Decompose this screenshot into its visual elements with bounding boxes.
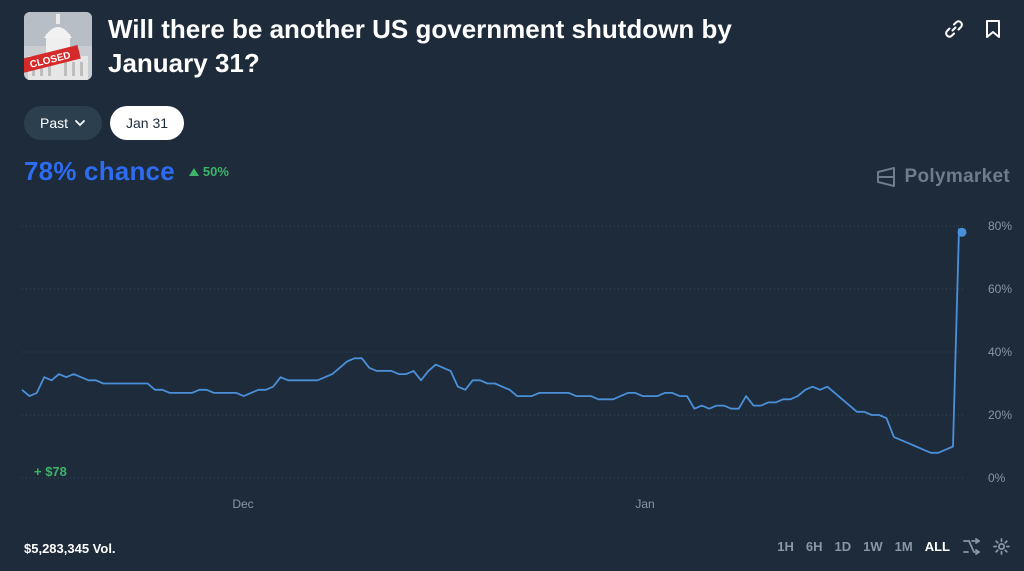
x-tick-label: Jan: [635, 497, 654, 511]
date-filter-jan31[interactable]: Jan 31: [110, 106, 185, 140]
position-gain: + $78: [34, 464, 67, 479]
chance-delta-value: 50%: [202, 164, 229, 179]
date-label: Jan 31: [126, 115, 169, 131]
gear-icon[interactable]: [992, 537, 1010, 555]
price-chart[interactable]: 80% 60% 40% 20% 0% Dec Jan: [0, 200, 1024, 530]
x-tick-label: Dec: [232, 497, 253, 511]
series-current-point: [957, 227, 967, 237]
x-axis: Dec Jan: [232, 497, 654, 511]
y-tick-label: 60%: [988, 282, 1012, 296]
range-all[interactable]: ALL: [924, 538, 950, 554]
range-1m[interactable]: 1M: [894, 538, 913, 554]
brand-name: Polymarket: [904, 166, 1010, 187]
past-label: Past: [40, 115, 69, 131]
series-line: [21, 228, 963, 454]
chart-grid: [22, 225, 966, 479]
polymarket-watermark: Polymarket: [875, 166, 1010, 188]
y-axis: 80% 60% 40% 20% 0%: [988, 219, 1012, 485]
market-thumbnail: CLOSED: [24, 12, 92, 80]
market-title: Will there be another US government shut…: [108, 14, 732, 78]
link-icon[interactable]: [943, 18, 965, 40]
bookmark-icon[interactable]: [982, 18, 1004, 40]
y-tick-label: 20%: [988, 408, 1012, 422]
y-tick-label: 40%: [988, 345, 1012, 359]
y-tick-label: 80%: [988, 219, 1012, 233]
shuffle-icon[interactable]: [962, 537, 980, 555]
time-range-selector: 1H 6H 1D 1W 1M ALL: [777, 537, 1010, 555]
triangle-up-icon: [188, 167, 199, 176]
range-1w[interactable]: 1W: [863, 538, 883, 554]
y-tick-label: 0%: [988, 471, 1006, 485]
range-1d[interactable]: 1D: [834, 538, 852, 554]
range-1h[interactable]: 1H: [777, 538, 794, 554]
chance-value: 78% chance: [24, 156, 175, 186]
past-dropdown[interactable]: Past: [24, 106, 103, 140]
polymarket-logo-icon: [876, 167, 895, 187]
chance-delta: 50%: [188, 164, 229, 179]
range-6h[interactable]: 6H: [805, 538, 823, 554]
chevron-down-icon: [75, 120, 85, 127]
volume-label: $5,283,345 Vol.: [24, 541, 116, 556]
